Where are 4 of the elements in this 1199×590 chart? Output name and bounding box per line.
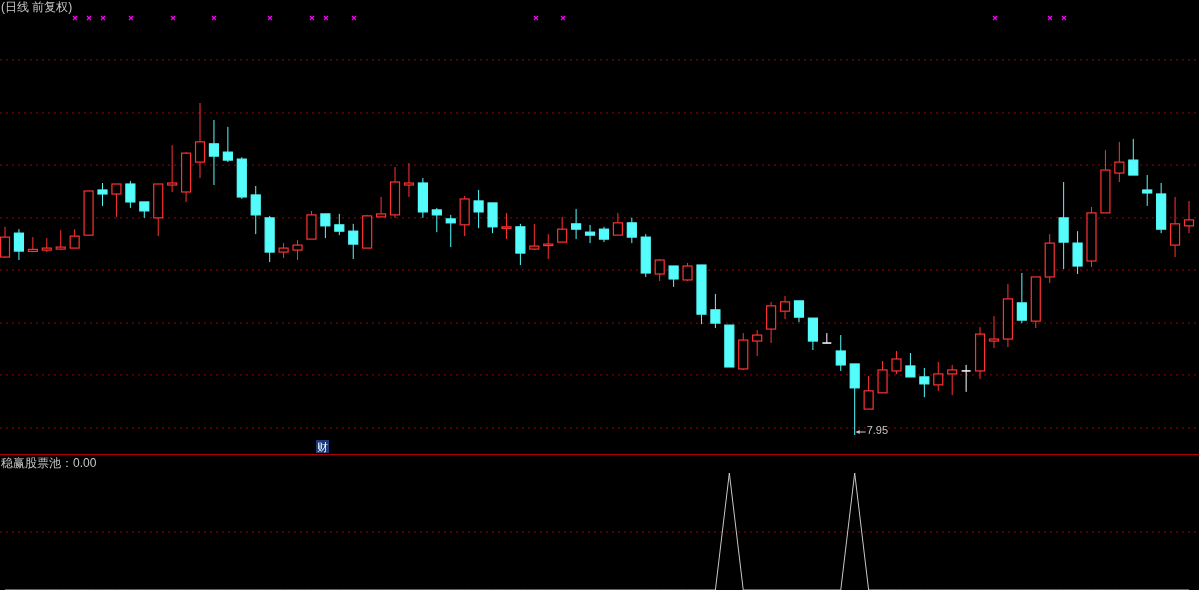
chart-title: (日线 前复权) <box>1 0 73 14</box>
chart-title: 稳赢股票池：0.00 <box>1 456 97 470</box>
annotation: 7.95 <box>866 424 889 436</box>
text: 财 <box>317 441 328 453</box>
